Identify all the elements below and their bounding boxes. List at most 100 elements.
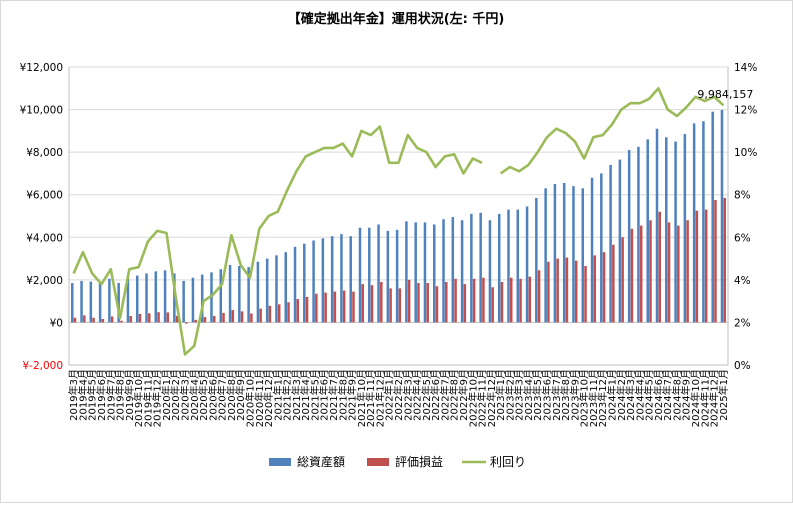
bar-gain-loss <box>342 290 346 323</box>
line-yield-segment <box>72 125 483 356</box>
bar-gain-loss <box>333 291 337 323</box>
bar-gain-loss <box>194 319 197 323</box>
bar-total-assets <box>238 266 241 323</box>
bar-total-assets <box>674 141 677 323</box>
y-right-tick-label: 12% <box>734 105 757 117</box>
bar-gain-loss <box>519 278 522 323</box>
x-tick-label: 2024年10月 <box>689 369 702 427</box>
bar-total-assets <box>265 258 269 323</box>
bar-total-assets <box>98 281 102 323</box>
bar-gain-loss <box>565 257 569 323</box>
x-tick-label: 2022年9月 <box>457 369 470 421</box>
bar-total-assets <box>108 278 111 323</box>
bar-gain-loss <box>361 284 365 323</box>
bar-total-assets <box>135 275 139 323</box>
y-left-tick-label: ¥6,000 <box>26 190 63 202</box>
bar-gain-loss <box>714 200 717 323</box>
bar-total-assets <box>275 255 278 323</box>
bar-total-assets <box>553 184 557 323</box>
bar-total-assets <box>126 277 130 323</box>
x-tick-label: 2023年9月 <box>568 369 581 421</box>
bar-total-assets <box>182 280 185 323</box>
x-tick-label: 2025年1月 <box>717 369 730 421</box>
x-tick-label: 2021年3月 <box>290 369 303 421</box>
bar-total-assets <box>191 277 195 323</box>
y-left-tick-label: ¥10,000 <box>20 105 63 117</box>
bar-total-assets <box>405 221 408 323</box>
bar-total-assets <box>432 224 436 323</box>
x-tick-label: 2019年9月 <box>123 369 136 421</box>
x-tick-label: 2019年6月 <box>95 369 108 421</box>
bar-gain-loss <box>547 261 550 323</box>
bar-total-assets <box>618 159 622 323</box>
x-tick-label: 2023年8月 <box>559 369 572 421</box>
bar-gain-loss <box>250 313 253 323</box>
line-yield-segment <box>499 87 725 175</box>
legend-swatch <box>367 458 389 466</box>
bar-total-assets <box>256 261 260 323</box>
x-tick-label: 2020年12月 <box>262 369 275 427</box>
bar-total-assets <box>460 220 464 323</box>
bar-gain-loss <box>324 292 327 323</box>
bar-gain-loss <box>649 220 652 323</box>
bar-total-assets <box>368 227 371 323</box>
y-left-tick-label: ¥-2,000 <box>22 360 63 372</box>
y-right-tick-label: 6% <box>734 232 751 244</box>
bar-gain-loss <box>528 276 532 323</box>
x-tick-label: 2021年6月 <box>318 369 331 421</box>
bar-gain-loss <box>435 286 439 323</box>
x-tick-label: 2023年3月 <box>513 369 526 421</box>
x-tick-label: 2022年3月 <box>401 369 414 421</box>
x-tick-label: 2022年4月 <box>411 369 424 421</box>
chart-title: 【確定拠出年金】運用状況(左: 千円) <box>288 11 505 27</box>
bar-gain-loss <box>129 316 132 323</box>
bar-gain-loss <box>426 283 429 323</box>
bar-gain-loss <box>491 287 494 323</box>
bar-gain-loss <box>92 317 95 323</box>
x-tick-label: 2022年6月 <box>429 369 442 421</box>
bar-total-assets <box>210 272 213 323</box>
x-tick-label: 2021年4月 <box>299 369 312 421</box>
x-tick-label: 2022年12月 <box>485 369 498 427</box>
x-tick-label: 2022年7月 <box>438 369 451 421</box>
x-tick-label: 2019年3月 <box>67 369 80 421</box>
bar-gain-loss <box>574 260 578 323</box>
x-tick-label: 2020年9月 <box>234 369 247 421</box>
bar-total-assets <box>340 234 343 323</box>
bar-total-assets <box>117 283 120 323</box>
bar-total-assets <box>637 146 640 323</box>
x-tick-label: 2020年8月 <box>225 369 238 421</box>
bar-gain-loss <box>612 244 615 323</box>
x-tick-label: 2019年12月 <box>151 369 164 427</box>
y-left-tick-label: ¥0 <box>50 317 63 329</box>
x-tick-label: 2024年11月 <box>698 369 711 427</box>
bar-gain-loss <box>695 210 699 323</box>
y-axis-left: ¥-2,000 ¥0 ¥2,000 ¥4,000 ¥6,000 ¥8,000 ¥10,000… <box>20 62 63 372</box>
bar-total-assets <box>590 177 594 323</box>
bar-gain-loss <box>445 281 448 323</box>
bar-total-assets <box>247 267 250 323</box>
y-axis-right: 0% 2% 4% 6% 8% 10% 12% 14% <box>734 62 757 372</box>
x-tick-label: 2022年10月 <box>466 369 479 427</box>
bar-gain-loss <box>231 310 235 323</box>
bar-total-assets <box>479 212 482 323</box>
bar-total-assets <box>702 121 705 323</box>
bar-gain-loss <box>138 313 142 323</box>
bar-gain-loss <box>417 283 420 323</box>
x-tick-label: 2023年4月 <box>522 369 535 421</box>
bar-gain-loss <box>73 317 77 323</box>
bar-total-assets <box>692 123 696 323</box>
bar-gain-loss <box>166 312 170 323</box>
bar-gain-loss <box>482 277 485 323</box>
bar-total-assets <box>358 227 362 323</box>
bar-total-assets <box>683 134 687 323</box>
x-tick-label: 2020年11月 <box>253 369 266 427</box>
bar-total-assets <box>544 188 547 323</box>
x-tick-label: 2022年8月 <box>448 369 461 421</box>
bar-gain-loss <box>296 299 300 323</box>
bar-total-assets <box>581 188 585 323</box>
x-tick-label: 2024年1月 <box>606 369 619 421</box>
bar-total-assets <box>303 243 306 323</box>
bar-total-assets <box>80 280 83 323</box>
